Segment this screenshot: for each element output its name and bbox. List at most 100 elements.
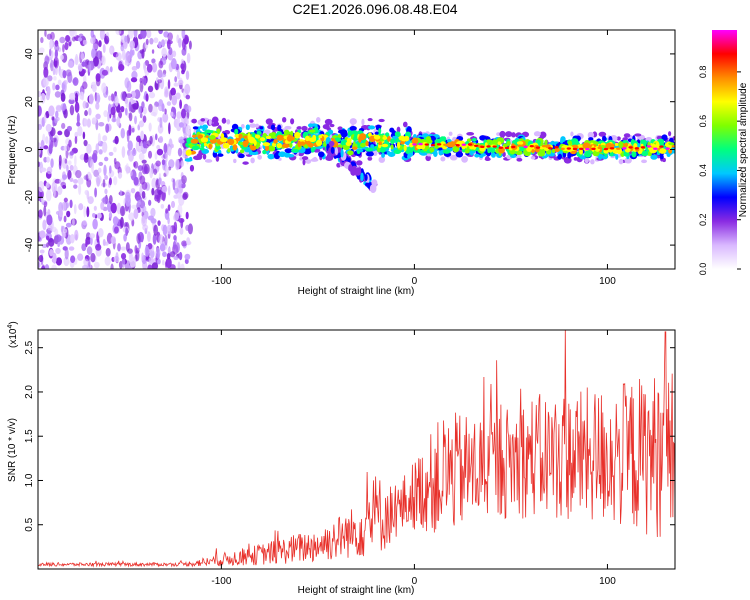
spectrogram-noise-blob: [144, 245, 150, 257]
spectrogram-noise-blob: [160, 39, 166, 48]
spectrogram-noise-blob: [164, 165, 169, 176]
colorbar-tick-label: 0.4: [698, 164, 708, 177]
spectrogram-noise-blob: [158, 177, 162, 186]
spectrogram-noise-blob: [120, 127, 126, 139]
spectrogram-branch-blob: [328, 140, 335, 147]
spectrogram-noise-blob: [47, 225, 53, 231]
spectrogram-noise-blob: [113, 157, 117, 165]
spectrogram-noise-blob: [48, 237, 55, 247]
spectrogram-band-blob: [386, 135, 391, 142]
spectrogram-noise-blob: [45, 123, 52, 133]
spectrogram-noise-blob: [47, 208, 51, 216]
spectrogram-band-blob: [199, 125, 203, 129]
spectrogram-noise-blob: [181, 108, 187, 119]
spectrogram-noise-blob: [69, 30, 75, 37]
spectrogram-band-blob: [668, 142, 675, 146]
spectrogram-noise-blob: [60, 92, 66, 103]
spectrogram-noise-blob: [45, 189, 52, 202]
spectrogram-noise-blob: [40, 196, 45, 203]
spectrogram-band-blob: [337, 126, 343, 131]
spectrogram-band-blob: [360, 142, 366, 148]
spectrogram-branch-blob: [347, 157, 351, 163]
spectrogram-noise-blob: [66, 143, 71, 152]
spectrogram-peak-blob: [504, 146, 510, 150]
spectrogram-band-blob: [290, 118, 295, 125]
spectrogram-noise-blob: [88, 60, 92, 73]
spectrogram-band-blob: [361, 118, 365, 126]
spectrogram-noise-blob: [129, 40, 135, 49]
spectrogram-noise-blob: [120, 44, 125, 52]
spectrogram-band-blob: [282, 116, 287, 123]
spectrogram-band-blob: [294, 131, 301, 139]
spectrogram-noise-blob: [169, 89, 173, 101]
spectrogram-peak-blob: [523, 145, 528, 149]
spectrogram-noise-blob: [128, 30, 134, 39]
spectrogram-noise-blob: [41, 264, 46, 269]
spectrogram-noise-blob: [130, 90, 136, 99]
figure-title: C2E1.2026.096.08.48.E04: [292, 1, 457, 17]
spectrogram-band-blob: [367, 125, 376, 130]
spectrogram-noise-blob: [114, 96, 119, 107]
spectrogram-noise-blob: [171, 94, 178, 106]
spectrogram-band-blob: [378, 128, 382, 134]
spectrogram-noise-blob: [140, 130, 145, 141]
spectrogram-band-blob: [200, 137, 209, 143]
spectrogram-band-blob: [515, 154, 522, 159]
spectrogram-noise-blob: [173, 194, 179, 199]
spectrogram-noise-blob: [172, 50, 177, 58]
spectrogram-noise-blob: [55, 234, 62, 242]
spectrogram-band-blob: [584, 157, 589, 164]
spectrogram-noise-blob: [61, 122, 66, 130]
spectrogram-peak-blob: [597, 146, 602, 150]
spectrogram-noise-blob: [151, 187, 155, 196]
spectrogram-band-blob: [199, 147, 205, 151]
spectrogram-noise-blob: [158, 60, 164, 69]
spectrogram-noise-blob: [74, 92, 79, 104]
spectrogram-band-blob: [329, 123, 335, 128]
spectrogram-band-blob: [316, 117, 321, 123]
spectrogram-noise-blob: [92, 84, 97, 93]
spectrogram-noise-blob: [153, 168, 158, 175]
spectrogram-band-blob: [448, 131, 453, 136]
spectrogram-band-blob: [310, 146, 317, 151]
spectrogram-band-blob: [217, 153, 224, 157]
spectrogram-noise-blob: [158, 234, 164, 245]
spectrogram-noise-blob: [178, 217, 185, 224]
spectrogram-noise-blob: [39, 190, 44, 199]
spectrogram-band-blob: [248, 123, 257, 128]
spectrogram-noise-blob: [55, 257, 63, 266]
spectrogram-noise-blob: [141, 163, 148, 175]
spectrogram-noise-blob: [92, 218, 98, 230]
spectrogram-noise-blob: [145, 38, 149, 46]
spectrogram-noise-blob: [65, 69, 72, 77]
spectrogram-noise-blob: [146, 30, 152, 39]
spectrogram-band-blob: [433, 150, 438, 158]
spectrogram-noise-blob: [102, 196, 109, 205]
spectrogram-band-blob: [390, 144, 394, 150]
spectrogram-band-blob: [267, 153, 275, 160]
spectrogram-noise-blob: [148, 103, 153, 113]
spectrogram-noise-blob: [77, 177, 84, 185]
spectrogram-peak-blob: [492, 145, 497, 148]
spectrogram-noise-blob: [148, 150, 153, 159]
spectrogram-noise-blob: [40, 167, 47, 172]
spectrogram-band-blob: [265, 144, 270, 152]
spectrogram-noise-blob: [167, 79, 171, 90]
colorbar-label: Normalized spectral amplitude: [738, 82, 749, 217]
spectrogram-band-blob: [296, 126, 303, 130]
spectrogram-band-blob: [661, 134, 668, 141]
spectrogram-noise-blob: [178, 179, 183, 189]
spectrogram-noise-blob: [55, 105, 62, 113]
spectrogram-noise-blob: [149, 37, 154, 45]
spectrogram-noise-blob: [87, 256, 91, 268]
spectrogram-noise-blob: [159, 243, 166, 252]
spectrogram-band-blob: [579, 148, 583, 155]
spectrogram-band-blob: [250, 150, 259, 156]
spectrogram-noise-blob: [181, 240, 188, 247]
spectrogram-noise-blob: [125, 227, 129, 237]
spectrogram-noise-blob: [60, 54, 64, 60]
spectrogram-branch-blob: [364, 174, 368, 181]
spectrogram-noise-blob: [128, 112, 133, 122]
spectrogram-noise-blob: [162, 251, 167, 258]
spectrogram-noise-blob: [136, 233, 141, 244]
